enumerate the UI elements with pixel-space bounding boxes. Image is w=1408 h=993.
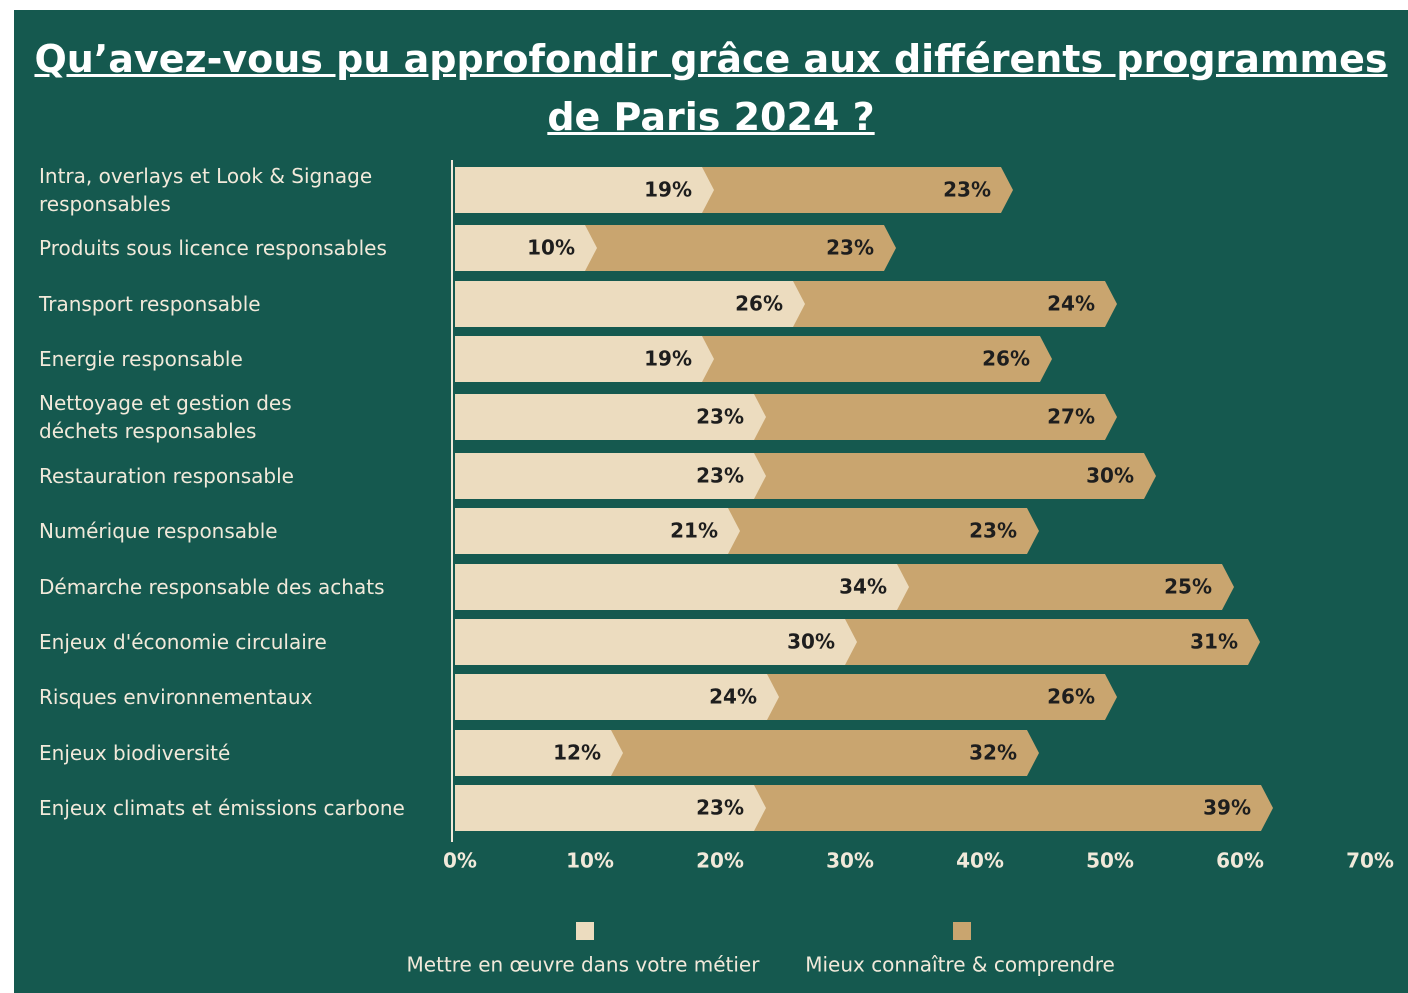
value-label: 23% xyxy=(969,519,1017,543)
bar-segment xyxy=(455,564,909,610)
category-label: Numérique responsable xyxy=(39,519,278,543)
value-label: 23% xyxy=(826,236,874,260)
value-label: 26% xyxy=(1047,685,1095,709)
value-label: 19% xyxy=(644,347,692,371)
value-label: 24% xyxy=(709,685,757,709)
x-tick-label: 30% xyxy=(826,849,874,873)
x-tick-label: 10% xyxy=(566,849,614,873)
legend-swatch xyxy=(953,922,971,940)
x-tick-label: 60% xyxy=(1216,849,1264,873)
x-tick-label: 20% xyxy=(696,849,744,873)
bar-segment xyxy=(897,564,1234,610)
x-tick-label: 70% xyxy=(1346,849,1394,873)
value-label: 34% xyxy=(839,575,887,599)
value-label: 12% xyxy=(553,741,601,765)
category-label: Enjeux d'économie circulaire xyxy=(39,630,327,654)
x-tick-label: 0% xyxy=(443,849,477,873)
category-label: Risques environnementaux xyxy=(39,685,313,709)
bar-segment xyxy=(611,730,1039,776)
category-label: Enjeux biodiversité xyxy=(39,741,231,765)
category-label: Enjeux climats et émissions carbone xyxy=(39,796,405,820)
bar-segment xyxy=(455,225,597,271)
bar-segment xyxy=(793,281,1117,327)
value-label: 32% xyxy=(969,741,1017,765)
bar-segment xyxy=(455,167,714,213)
bar-segment xyxy=(702,336,1052,382)
value-label: 19% xyxy=(644,178,692,202)
bar-segment xyxy=(767,674,1117,720)
value-label: 10% xyxy=(527,236,575,260)
category-label: Intra, overlays et Look & Signage respon… xyxy=(39,164,373,216)
bar-segment xyxy=(455,508,740,554)
chart-title: Qu’avez-vous pu approfondir grâce aux di… xyxy=(34,37,1388,139)
value-label: 31% xyxy=(1190,630,1238,654)
value-label: 30% xyxy=(787,630,835,654)
value-label: 26% xyxy=(982,347,1030,371)
value-label: 26% xyxy=(735,292,783,316)
category-label: Energie responsable xyxy=(39,347,243,371)
bar-segment xyxy=(754,453,1156,499)
value-label: 23% xyxy=(696,796,744,820)
value-label: 23% xyxy=(696,464,744,488)
value-label: 39% xyxy=(1203,796,1251,820)
category-label: Nettoyage et gestion des déchets respons… xyxy=(39,391,292,443)
legend-swatch xyxy=(576,922,594,940)
value-label: 25% xyxy=(1164,575,1212,599)
category-label: Transport responsable xyxy=(39,292,261,316)
value-label: 30% xyxy=(1086,464,1134,488)
bar-segment xyxy=(455,394,766,440)
value-label: 27% xyxy=(1047,405,1095,429)
value-label: 23% xyxy=(696,405,744,429)
x-tick-label: 40% xyxy=(956,849,1004,873)
bar-segment xyxy=(455,619,857,665)
category-label: Produits sous licence responsables xyxy=(39,236,387,260)
bar-segment xyxy=(754,785,1273,831)
category-label: Démarche responsable des achats xyxy=(39,575,385,599)
bar-segment xyxy=(455,730,623,776)
bar-segment xyxy=(455,336,714,382)
bar-segment xyxy=(455,674,779,720)
legend-label: Mieux connaître & comprendre xyxy=(805,953,1115,977)
bar-segment xyxy=(728,508,1039,554)
bar-segment xyxy=(754,394,1117,440)
legend-label: Mettre en œuvre dans votre métier xyxy=(407,953,761,977)
bar-segment xyxy=(455,785,766,831)
bar-segment xyxy=(702,167,1013,213)
bar-segment xyxy=(455,453,766,499)
bar-segment xyxy=(845,619,1260,665)
bar-segment xyxy=(455,281,805,327)
bar-segment xyxy=(585,225,896,271)
category-label: Restauration responsable xyxy=(39,464,294,488)
value-label: 21% xyxy=(670,519,718,543)
x-tick-label: 50% xyxy=(1086,849,1134,873)
value-label: 24% xyxy=(1047,292,1095,316)
value-label: 23% xyxy=(943,178,991,202)
